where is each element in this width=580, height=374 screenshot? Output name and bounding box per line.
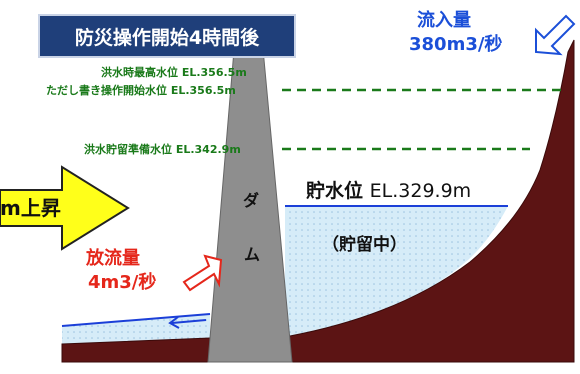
downstream-water-line (61, 313, 211, 327)
reservoir-water (285, 206, 508, 346)
outflow-arrow (182, 254, 223, 292)
rise-arrow-label: m上昇 (0, 196, 61, 220)
dam-label-1: ダ (243, 191, 260, 210)
water-level-label: 貯水位 (306, 180, 364, 202)
water-level-value: EL.329.9m (369, 180, 472, 202)
storage-status: （貯留中） (322, 235, 407, 255)
rise-arrow (0, 165, 130, 251)
level-label-storage-prep: 洪水貯留準備水位 EL.342.9m (84, 143, 241, 156)
outflow-value: 4m3/秒 (88, 272, 157, 293)
outflow-label: 放流量 (86, 248, 140, 269)
inflow-label: 流入量 (417, 10, 471, 31)
ground-terrain (61, 39, 575, 363)
downstream-flow-arrow (168, 316, 207, 329)
level-label-proviso: ただし書き操作開始水位 EL.356.5m (46, 84, 236, 97)
dam-label-2: ム (244, 245, 261, 264)
level-label-max-flood: 洪水時最高水位 EL.356.5m (101, 66, 247, 79)
inflow-value: 380m3/秒 (409, 34, 503, 55)
page-title: 防災操作開始4時間後 (38, 14, 296, 58)
inflow-arrow (535, 14, 576, 56)
